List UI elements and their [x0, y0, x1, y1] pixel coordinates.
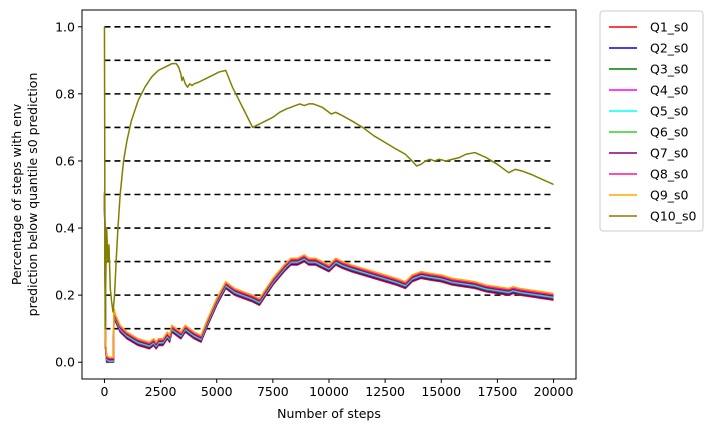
- x-axis-label: Number of steps: [277, 406, 381, 421]
- y-tick-label: 0.2: [55, 288, 75, 303]
- legend-label-Q3_s0: Q3_s0: [650, 62, 689, 77]
- x-tick-label: 0: [100, 384, 108, 399]
- legend-label-Q2_s0: Q2_s0: [650, 41, 689, 56]
- x-tick-label: 17500: [478, 384, 518, 399]
- legend-label-Q9_s0: Q9_s0: [650, 188, 689, 203]
- x-tick-label: 7500: [257, 384, 289, 399]
- y-axis-label-line-2: prediction below quantile s0 prediction: [25, 73, 40, 317]
- x-tick-label: 15000: [421, 384, 461, 399]
- legend-label-Q10_s0: Q10_s0: [650, 209, 697, 224]
- series-line-Q1_s0: [103, 197, 554, 363]
- legend-label-Q5_s0: Q5_s0: [650, 104, 689, 119]
- x-tick-label: 20000: [534, 384, 574, 399]
- legend-label-Q7_s0: Q7_s0: [650, 146, 689, 161]
- series-line-Q5_s0: [103, 194, 554, 362]
- legend-label-Q8_s0: Q8_s0: [650, 167, 689, 182]
- x-axis: 0 2500 5000 7500 10000 12500 15000 17500 20000: [100, 379, 573, 399]
- series-line-Q2_s0: [103, 196, 554, 363]
- x-tick-label: 10000: [309, 384, 349, 399]
- series-line-Q10_s0: [103, 26, 554, 330]
- legend-box: [599, 10, 704, 232]
- y-tick-label: 0.4: [55, 221, 75, 236]
- series-line-Q3_s0: [103, 196, 554, 363]
- series-line-Q4_s0: [103, 195, 554, 363]
- y-axis: 0.0 0.2 0.4 0.6 0.8 1.0: [55, 19, 82, 370]
- y-axis-label-line-1: Percentage of steps with env: [9, 103, 24, 285]
- series-line-Q9_s0: [103, 191, 554, 358]
- legend: Q1_s0 Q2_s0 Q3_s0 Q4_s0 Q5_s0 Q6_s0 Q7_s0 Q8_s0…: [599, 10, 704, 232]
- y-tick-label: 1.0: [55, 19, 75, 34]
- y-tick-label: 0.8: [55, 86, 75, 101]
- x-tick-label: 12500: [365, 384, 405, 399]
- legend-label-Q4_s0: Q4_s0: [650, 83, 689, 98]
- legend-label-Q6_s0: Q6_s0: [650, 125, 689, 140]
- y-tick-label: 0.0: [55, 355, 75, 370]
- legend-label-Q1_s0: Q1_s0: [650, 20, 689, 35]
- y-tick-label: 0.6: [55, 153, 75, 168]
- x-tick-label: 2500: [145, 384, 177, 399]
- x-tick-label: 5000: [201, 384, 233, 399]
